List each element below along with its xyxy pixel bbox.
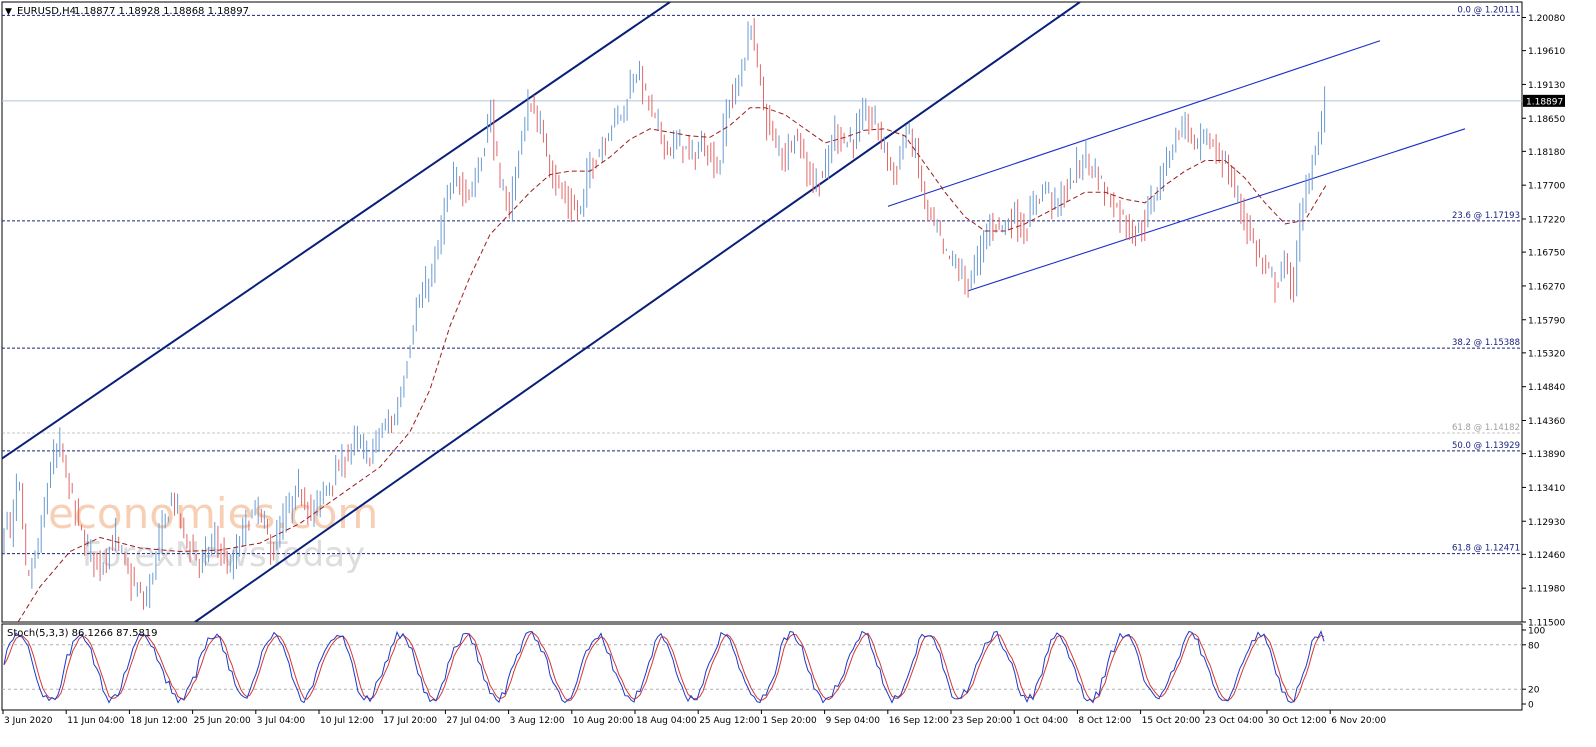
price-tick-label: 1.16270	[1528, 282, 1565, 292]
fib-label: 0.0 @ 1.20111	[1457, 5, 1520, 15]
stoch-signal-line	[3, 631, 1325, 703]
trendline-rising-channel-upper	[887, 40, 1381, 207]
stoch-tick-label: 0	[1528, 701, 1534, 711]
price-tick-label: 1.15790	[1528, 316, 1565, 326]
time-tick-label: 8 Oct 12:00	[1078, 716, 1131, 726]
time-tick-label: 3 Jun 2020	[4, 716, 53, 726]
stoch-tick-label: 80	[1528, 641, 1540, 651]
stoch-tick-label: 20	[1528, 686, 1540, 696]
time-tick-label: 6 Nov 20:00	[1331, 716, 1386, 726]
price-tick-label: 1.19610	[1528, 47, 1565, 57]
price-tick-label: 1.14360	[1528, 417, 1565, 427]
price-tick-label: 1.11500	[1528, 619, 1565, 629]
current-price-label: 1.18897	[1526, 97, 1563, 107]
price-tick-label: 1.15320	[1528, 349, 1565, 359]
watermark-economies: economies.com	[48, 489, 378, 538]
header-arrow[interactable]: ▼	[5, 7, 12, 17]
trendline-rising-channel-lower	[967, 128, 1466, 292]
stoch-panel-frame	[1, 623, 1523, 711]
time-tick-label: 16 Sep 12:00	[889, 716, 949, 726]
time-tick-label: 10 Aug 20:00	[573, 716, 634, 726]
time-tick-label: 27 Jul 04:00	[446, 716, 500, 726]
watermark-forexnewstoday: ForexNewsToday	[82, 535, 365, 575]
stochastic-oscillator: 100 80 20 0	[2, 627, 1545, 711]
time-tick-label: 18 Jun 12:00	[130, 716, 187, 726]
price-tick-label: 1.12460	[1528, 551, 1565, 561]
time-tick-label: 11 Jun 04:00	[67, 716, 124, 726]
moving-average	[17, 107, 1327, 622]
trendlines	[2, 2, 1466, 622]
time-tick-label: 18 Aug 04:00	[636, 716, 697, 726]
price-tick-label: 1.13410	[1528, 484, 1565, 494]
time-tick-label: 1 Sep 20:00	[762, 716, 817, 726]
fib-label: 23.6 @ 1.17193	[1452, 211, 1520, 221]
price-tick-label: 1.14840	[1528, 383, 1565, 393]
price-tick-label: 1.18180	[1528, 148, 1565, 158]
price-tick-label: 1.19130	[1528, 81, 1565, 91]
time-tick-label: 3 Jul 04:00	[257, 716, 306, 726]
time-tick-label: 10 Jul 12:00	[320, 716, 374, 726]
price-tick-label: 1.17700	[1528, 182, 1565, 192]
trendline-channel-lower	[194, 2, 1081, 622]
time-tick-label: 25 Aug 12:00	[699, 716, 760, 726]
price-panel-frame	[1, 1, 1523, 623]
price-tick-label: 1.17220	[1528, 216, 1565, 226]
fibonacci-levels: 0.0 @ 1.20111 23.6 @ 1.17193 38.2 @ 1.1538…	[2, 5, 1522, 555]
time-tick-label: 23 Oct 04:00	[1205, 716, 1264, 726]
price-tick-label: 1.20080	[1528, 14, 1565, 24]
fib-label: 38.2 @ 1.15388	[1452, 338, 1520, 348]
stoch-main-line	[3, 630, 1325, 704]
stoch-tick-label: 100	[1528, 627, 1545, 637]
time-tick-label: 3 Aug 12:00	[510, 716, 565, 726]
time-axis: 3 Jun 2020 11 Jun 04:00 18 Jun 12:00 25 Jun…	[2, 710, 1386, 726]
time-tick-label: 17 Jul 20:00	[383, 716, 437, 726]
time-tick-label: 9 Sep 04:00	[826, 716, 881, 726]
fib-label: 61.8 @ 1.14182	[1452, 423, 1520, 433]
price-tick-label: 1.16750	[1528, 249, 1565, 259]
price-tick-label: 1.11980	[1528, 585, 1565, 595]
symbol-label: EURUSD,H4	[17, 6, 76, 17]
price-tick-label: 1.13890	[1528, 450, 1565, 460]
fib-label: 61.8 @ 1.12471	[1452, 544, 1520, 554]
price-axis: 1.20080 1.19610 1.19130 1.18650 1.18180 1.177…	[1522, 14, 1565, 629]
time-tick-label: 30 Oct 12:00	[1268, 716, 1327, 726]
ohlc-values: 1.18877 1.18928 1.18868 1.18897	[74, 6, 249, 17]
price-tick-label: 1.12930	[1528, 518, 1565, 528]
time-tick-label: 25 Jun 20:00	[194, 716, 251, 726]
current-price-badge	[1523, 94, 1565, 107]
stoch-label: Stoch(5,3,3) 86.1266 87.5819	[7, 628, 158, 639]
time-tick-label: 15 Oct 20:00	[1142, 716, 1201, 726]
time-tick-label: 1 Oct 04:00	[1015, 716, 1068, 726]
time-tick-label: 23 Sep 20:00	[952, 716, 1012, 726]
ma-line	[17, 107, 1327, 622]
fib-label: 50.0 @ 1.13929	[1452, 441, 1520, 451]
trendline-channel-upper	[2, 2, 671, 460]
price-tick-label: 1.18650	[1528, 115, 1565, 125]
